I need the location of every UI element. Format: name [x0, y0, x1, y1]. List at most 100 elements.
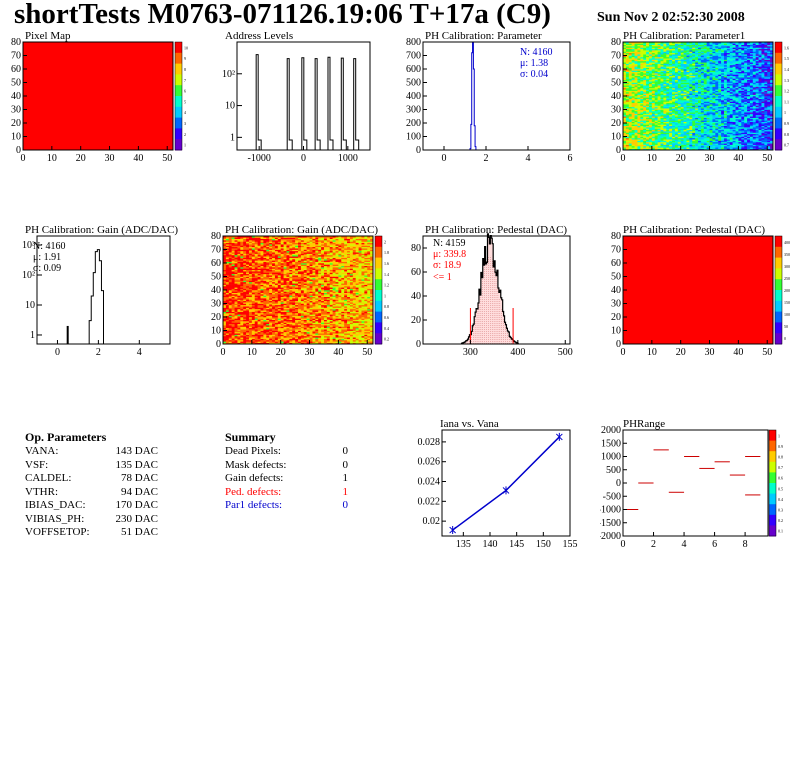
heatmap-cell — [744, 52, 748, 55]
heatmap-cell — [669, 64, 673, 67]
heatmap-cell — [755, 113, 759, 116]
heatmap-cell — [677, 98, 681, 101]
heatmap-cell — [692, 106, 696, 109]
heatmap-cell — [315, 337, 319, 339]
heatmap-cell — [666, 102, 670, 105]
heatmap-cell — [758, 59, 762, 62]
heatmap-cell — [695, 125, 699, 128]
heatmap-cell — [651, 85, 656, 87]
heatmap-cell — [752, 50, 756, 52]
heatmap-cell — [764, 87, 768, 90]
heatmap-cell — [628, 75, 632, 78]
heatmap-cell — [228, 327, 232, 330]
heatmap-cell — [640, 55, 644, 58]
heatmap-cell — [735, 81, 739, 83]
heatmap-cell — [640, 108, 644, 110]
heatmap-cell — [767, 87, 771, 90]
heatmap-cell — [738, 145, 742, 148]
heatmap-cell — [637, 42, 641, 44]
heatmap-cell — [680, 121, 684, 124]
heatmap-cell — [706, 109, 710, 112]
heatmap-cell — [643, 44, 647, 47]
heatmap-cell — [646, 124, 650, 126]
heatmap-cell — [761, 135, 765, 137]
heatmap-cell — [640, 109, 644, 112]
heatmap-cell — [755, 124, 759, 126]
heatmap-cell — [712, 117, 716, 120]
palette-cell — [175, 74, 182, 86]
heatmap-cell — [735, 143, 739, 145]
heatmap-cell — [231, 330, 235, 333]
heatmap-cell — [666, 112, 670, 114]
heatmap-cell — [326, 333, 331, 335]
heatmap-cell — [749, 79, 754, 82]
heatmap-cell — [683, 42, 687, 44]
heatmap-cell — [698, 139, 702, 141]
heatmap-cell — [726, 137, 731, 140]
heatmap-cell — [686, 121, 690, 124]
heatmap-cell — [770, 64, 774, 67]
heatmap-cell — [723, 136, 728, 139]
heatmap-cell — [648, 55, 653, 58]
heatmap-cell — [228, 330, 232, 333]
heatmap-cell — [715, 90, 719, 93]
heatmap-cell — [709, 101, 713, 104]
heatmap-cell — [767, 86, 771, 89]
heatmap-cell — [698, 131, 702, 133]
heatmap-cell — [706, 66, 710, 68]
heatmap-cell — [654, 83, 658, 86]
heatmap-cell — [315, 335, 319, 338]
heatmap-cell — [689, 89, 693, 91]
heatmap-cell — [686, 117, 690, 120]
heatmap-cell — [251, 333, 256, 335]
palette-cell — [775, 106, 782, 119]
heatmap-cell — [648, 128, 653, 131]
heatmap-cell — [674, 128, 679, 131]
heatmap-cell — [660, 50, 664, 52]
heatmap-cell — [758, 71, 762, 74]
heatmap-cell — [674, 97, 679, 99]
heatmap-cell — [669, 50, 673, 52]
heatmap-cell — [654, 71, 658, 74]
heatmap-cell — [672, 46, 676, 48]
heatmap-cell — [692, 70, 696, 72]
heatmap-cell — [335, 329, 339, 331]
heatmap-cell — [370, 334, 374, 337]
heatmap-cell — [640, 124, 644, 126]
heatmap-cell — [683, 106, 687, 109]
heatmap-cell — [761, 121, 765, 124]
heatmap-cell — [628, 71, 632, 74]
heatmap-cell — [669, 147, 673, 149]
heatmap-cell — [715, 51, 719, 54]
heatmap-cell — [767, 116, 771, 118]
heatmap-cell — [709, 148, 713, 151]
heatmap-cell — [723, 143, 728, 145]
heatmap-cell — [646, 112, 650, 114]
heatmap-cell — [628, 73, 632, 75]
heatmap-cell — [692, 81, 696, 83]
heatmap-cell — [640, 128, 644, 131]
heatmap-cell — [666, 98, 670, 101]
heatmap-cell — [228, 341, 232, 343]
heatmap-cell — [758, 137, 762, 140]
heatmap-cell — [726, 47, 731, 50]
heatmap-cell — [689, 62, 693, 64]
heatmap-cell — [654, 128, 658, 131]
heatmap-cell — [721, 51, 725, 54]
heatmap-cell — [749, 78, 754, 81]
heatmap-cell — [735, 110, 739, 113]
heatmap-cell — [695, 67, 699, 70]
heatmap-cell — [721, 104, 725, 106]
heatmap-cell — [277, 327, 281, 330]
heatmap-cell — [237, 342, 241, 345]
heatmap-cell — [623, 93, 627, 95]
heatmap-cell — [698, 116, 702, 118]
heatmap-cell — [669, 105, 673, 108]
heatmap-cell — [623, 60, 627, 63]
heatmap-cell — [718, 69, 722, 71]
heatmap-cell — [738, 59, 742, 62]
heatmap-cell — [732, 78, 736, 81]
heatmap-cell — [631, 70, 635, 72]
heatmap-cell — [272, 331, 276, 334]
heatmap-cell — [646, 116, 650, 118]
